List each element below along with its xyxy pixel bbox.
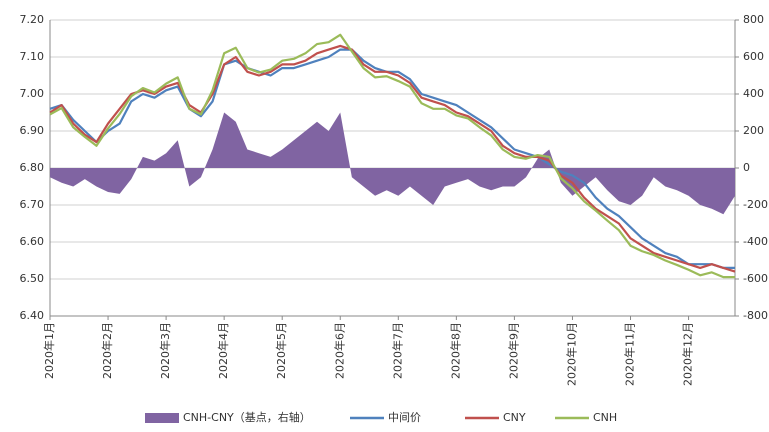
x-tick-label: 2020年7月 [390,322,404,379]
y-tick-label: 6.40 [20,309,45,322]
x-tick-label: 2020年9月 [506,322,520,379]
legend-label: CNY [503,411,526,424]
y-tick-label: 6.50 [20,272,45,285]
x-tick-label: 2020年11月 [623,322,637,386]
area [50,112,735,215]
x-tick-label: 2020年8月 [448,322,462,379]
y2-tick-label: 600 [743,50,764,63]
line [49,33,735,279]
legend-label: CNH-CNY（基点，右轴） [183,410,311,424]
y-tick-label: 6.90 [20,124,45,137]
line [49,44,736,273]
y2-tick-label: -800 [743,309,768,322]
y-tick-label: 6.70 [20,198,45,211]
line [49,48,735,269]
y2-tick-label: 200 [743,124,764,137]
x-tick-label: 2020年1月 [42,322,56,379]
y2-tick-label: 800 [743,13,764,26]
legend-swatch [145,413,179,423]
x-tick-label: 2020年4月 [216,322,230,379]
y2-tick-label: -400 [743,235,768,248]
y-tick-label: 6.80 [20,161,45,174]
y-tick-label: 6.60 [20,235,45,248]
y2-tick-label: 400 [743,87,764,100]
x-tick-label: 2020年10月 [564,322,578,386]
y-tick-label: 7.10 [20,50,45,63]
legend-label: CNH [593,411,617,424]
y2-tick-label: -600 [743,272,768,285]
y2-tick-label: -200 [743,198,768,211]
y-tick-label: 7.20 [20,13,45,26]
x-tick-label: 2020年2月 [100,322,114,379]
y2-tick-label: 0 [743,161,750,174]
x-tick-label: 2020年12月 [681,322,695,386]
y-tick-label: 7.00 [20,87,45,100]
x-tick-label: 2020年3月 [158,322,172,379]
legend-label: 中间价 [388,411,421,424]
x-tick-label: 2020年5月 [274,322,288,379]
x-tick-label: 2020年6月 [332,322,346,379]
